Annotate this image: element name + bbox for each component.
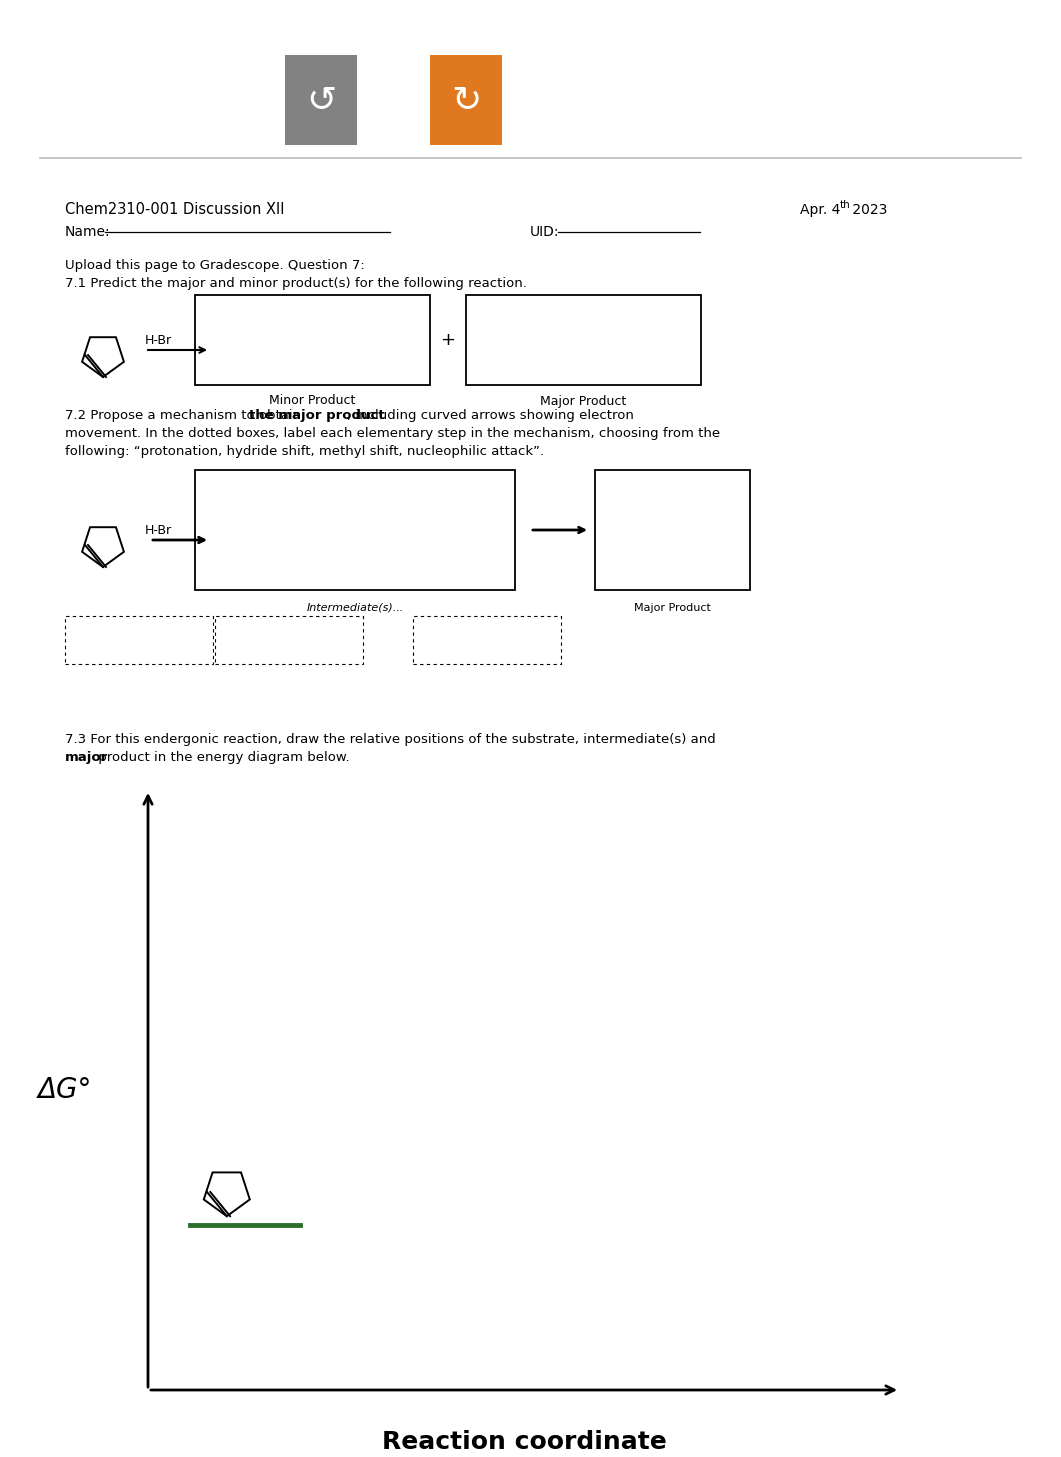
Bar xyxy=(413,616,561,664)
Text: following: “protonation, hydride shift, methyl shift, nucleophilic attack”.: following: “protonation, hydride shift, … xyxy=(65,444,544,457)
Bar xyxy=(285,55,356,146)
Text: 7.1 Predict the major and minor product(s) for the following reaction.: 7.1 Predict the major and minor product(… xyxy=(65,277,527,290)
Bar xyxy=(195,471,515,590)
Text: 7.2 Propose a mechanism to obtain: 7.2 Propose a mechanism to obtain xyxy=(65,408,306,421)
Text: Reaction coordinate: Reaction coordinate xyxy=(382,1429,666,1454)
Text: 7.3 For this endergonic reaction, draw the relative positions of the substrate, : 7.3 For this endergonic reaction, draw t… xyxy=(65,733,720,746)
Text: Minor Product: Minor Product xyxy=(269,395,355,408)
Bar xyxy=(466,294,701,385)
Bar xyxy=(195,294,430,385)
Text: Major Product: Major Product xyxy=(634,603,711,613)
Text: 2023: 2023 xyxy=(848,203,887,217)
Text: product in the energy diagram below.: product in the energy diagram below. xyxy=(94,752,350,765)
Text: H-Br: H-Br xyxy=(145,523,172,536)
Bar xyxy=(215,616,363,664)
Text: Intermediate(s)...: Intermediate(s)... xyxy=(307,603,403,613)
Text: H-Br: H-Br xyxy=(145,334,172,347)
Text: UID:: UID: xyxy=(530,224,559,239)
Text: Apr. 4: Apr. 4 xyxy=(800,203,840,217)
Text: +: + xyxy=(440,331,455,350)
Bar xyxy=(430,55,502,146)
Bar xyxy=(595,471,750,590)
Text: ΔG°: ΔG° xyxy=(38,1077,92,1104)
Text: th: th xyxy=(840,200,851,210)
Text: , including curved arrows showing electron: , including curved arrows showing electr… xyxy=(347,408,634,421)
Text: Upload this page to Gradescope. Question 7:: Upload this page to Gradescope. Question… xyxy=(65,258,365,271)
Text: movement. In the dotted boxes, label each elementary step in the mechanism, choo: movement. In the dotted boxes, label eac… xyxy=(65,427,720,440)
Text: Major Product: Major Product xyxy=(540,395,627,408)
Text: Name:: Name: xyxy=(65,224,110,239)
Bar xyxy=(65,616,213,664)
Text: major: major xyxy=(65,752,108,765)
Text: ↺: ↺ xyxy=(306,83,336,117)
Text: Chem2310-001 Discussion XII: Chem2310-001 Discussion XII xyxy=(65,203,284,217)
Text: the major product: the major product xyxy=(248,408,384,421)
Text: ↻: ↻ xyxy=(451,83,481,117)
